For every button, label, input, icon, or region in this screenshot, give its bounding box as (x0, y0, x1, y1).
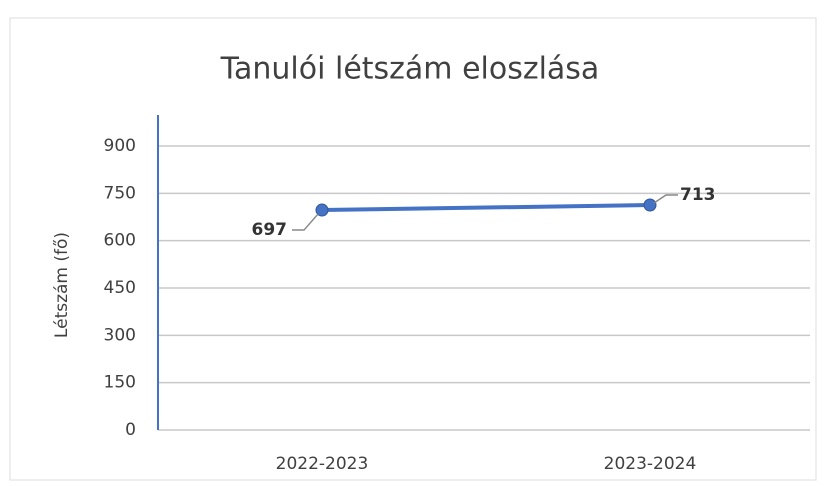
y-tick-label: 300 (104, 325, 136, 345)
line (321, 203, 651, 213)
data-label: 697 (252, 220, 288, 240)
point (643, 198, 657, 212)
x-tick-label: 2022-2023 (276, 454, 369, 474)
y-tick-label: 600 (104, 231, 136, 251)
y-tick-label: 750 (104, 183, 136, 203)
y-tick-label: 0 (125, 420, 136, 440)
chart-title: Tanulói létszám eloszlása (220, 52, 600, 87)
y-tick-label: 450 (104, 278, 136, 298)
y-tick-label: 900 (104, 136, 136, 156)
y-tick-label: 150 (104, 373, 136, 393)
y-axis-label: Létszám (fő) (52, 232, 72, 338)
chart-border (9, 17, 817, 481)
leader-line (292, 213, 319, 231)
x-tick-label: 2023-2024 (604, 454, 697, 474)
point (315, 203, 329, 217)
data-label: 713 (680, 185, 716, 205)
leader-line (653, 194, 678, 204)
